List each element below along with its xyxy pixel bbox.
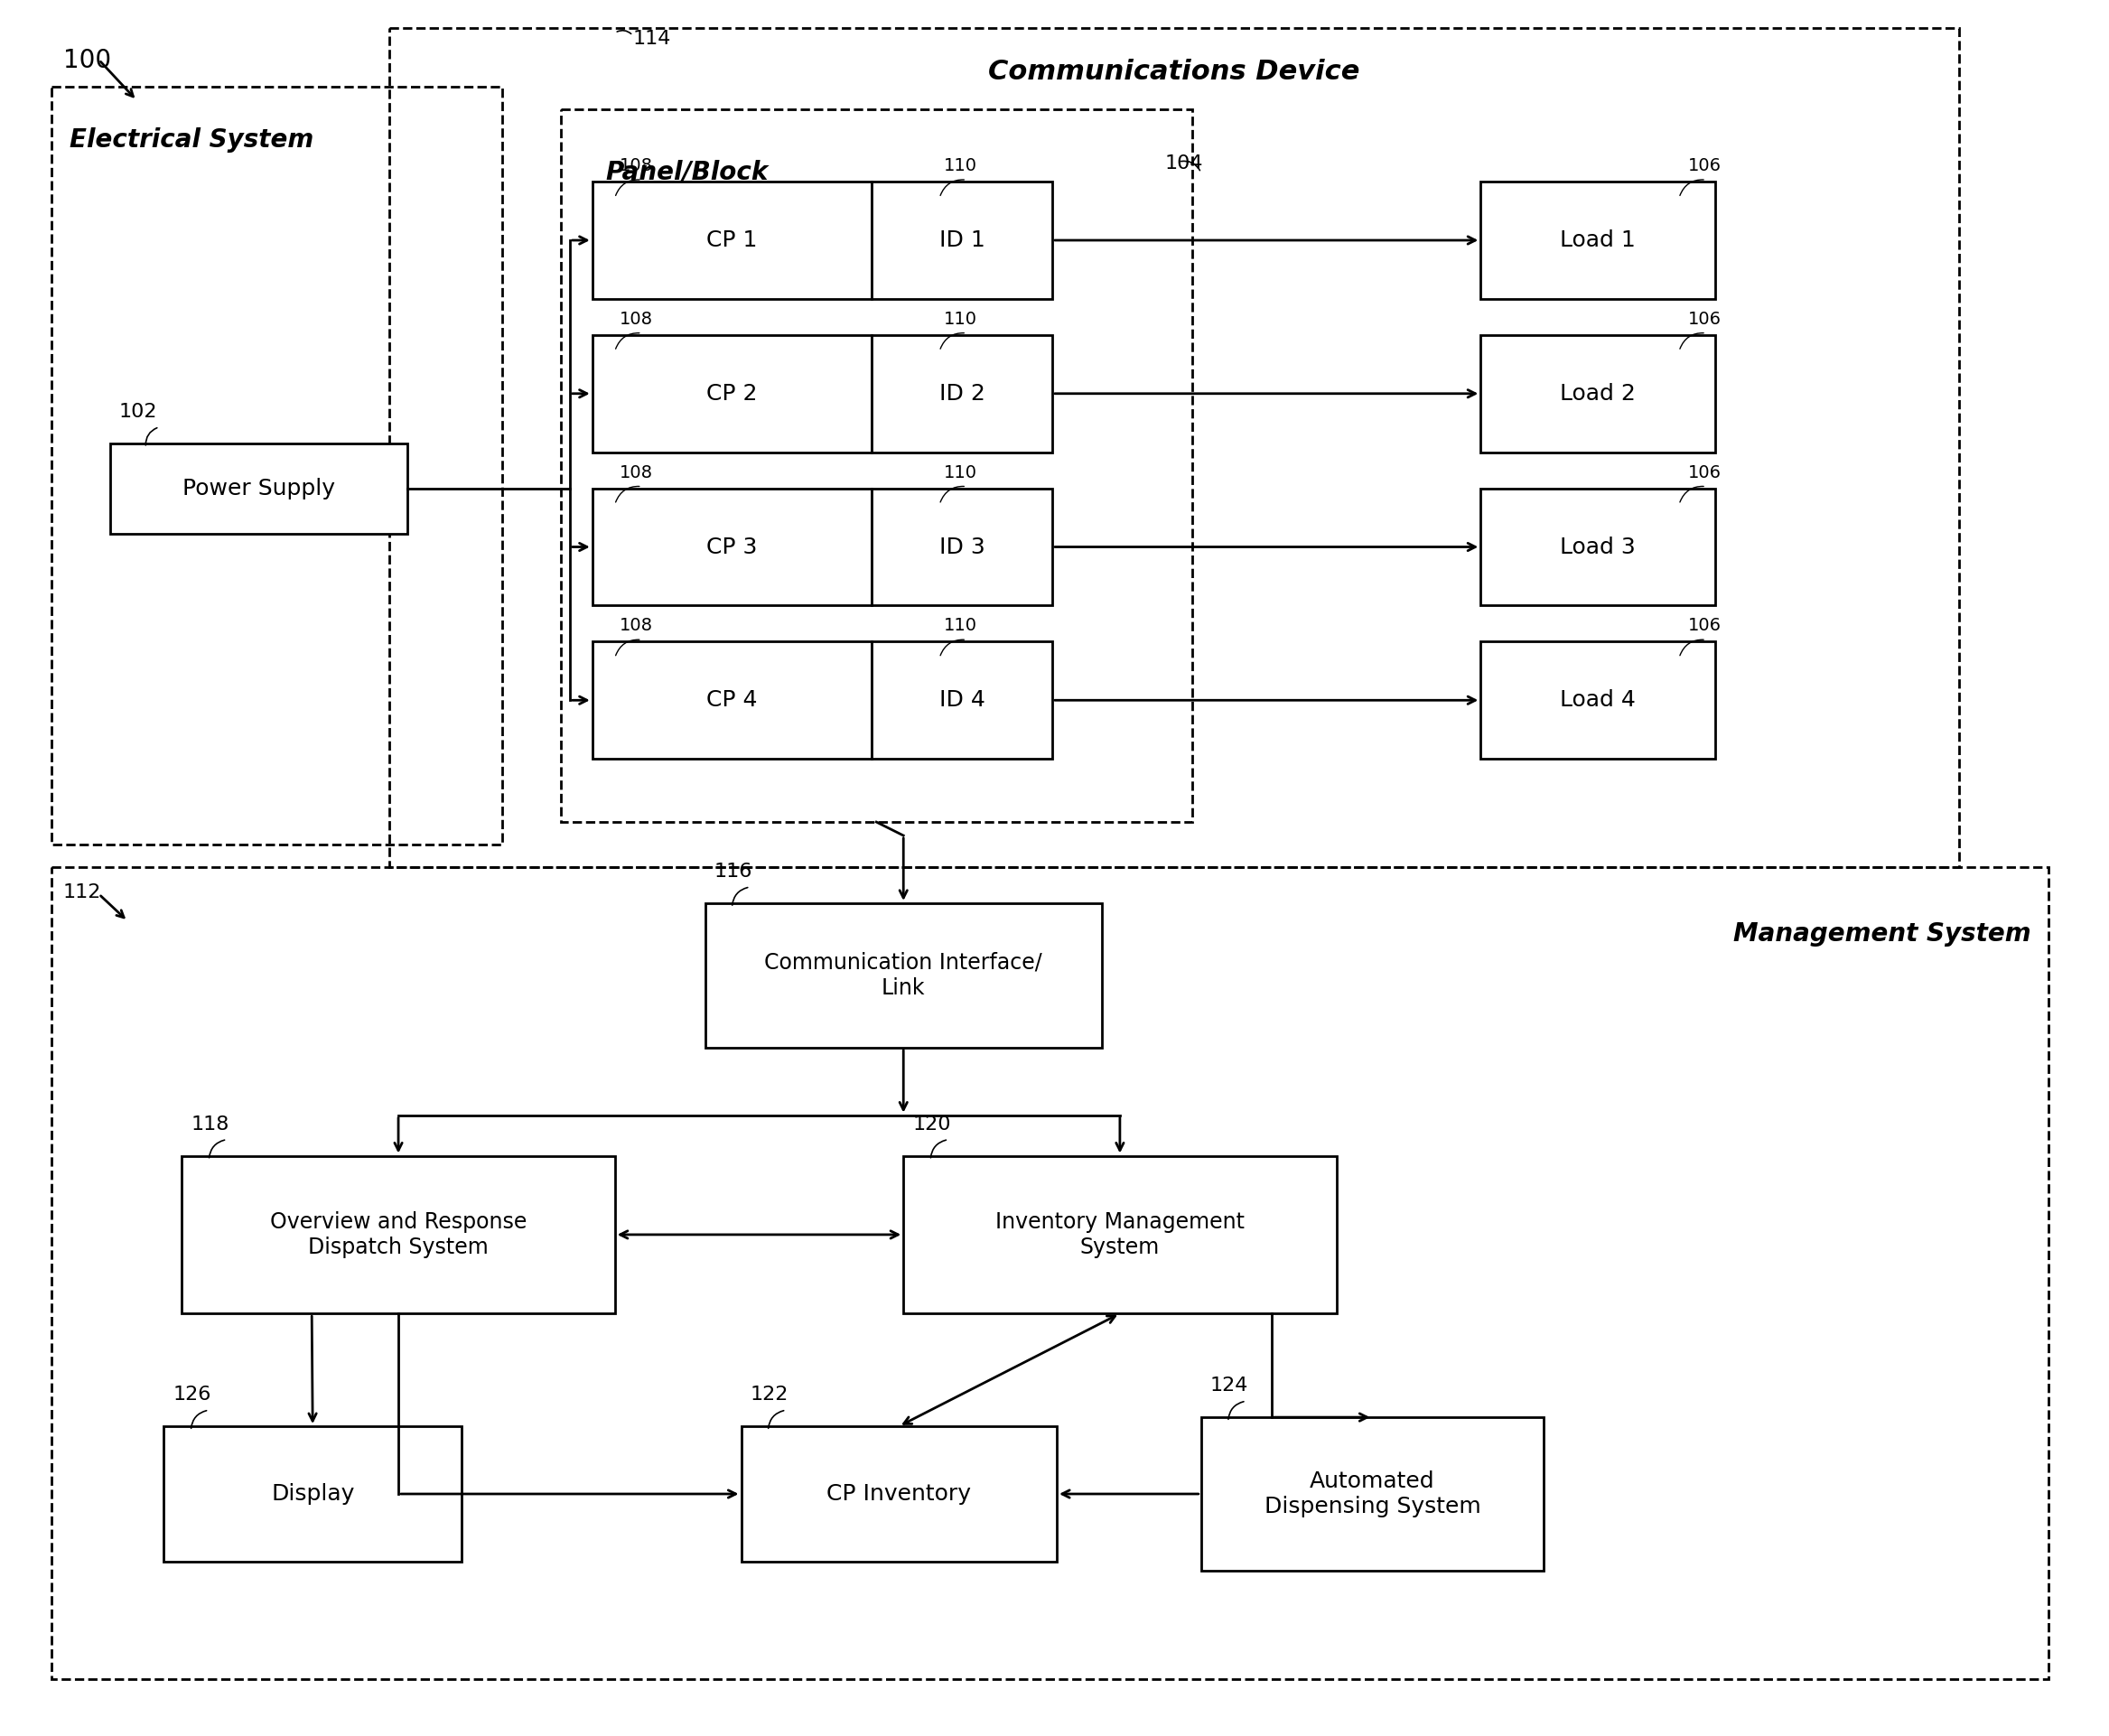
Bar (51, 87, 502, 844)
Text: Communication Interface/
Link: Communication Interface/ Link (763, 951, 1042, 998)
Text: CP 2: CP 2 (707, 382, 757, 404)
Text: CP 3: CP 3 (707, 536, 757, 557)
Bar (1481, 182, 1715, 299)
Text: Inventory Management
System: Inventory Management System (995, 1212, 1244, 1259)
Bar (1481, 642, 1715, 759)
Bar (593, 335, 871, 451)
Bar (903, 1156, 1337, 1314)
Bar (1481, 335, 1715, 451)
Bar (871, 335, 1052, 451)
Text: 118: 118 (192, 1115, 230, 1134)
Text: 110: 110 (945, 158, 976, 174)
Text: 116: 116 (715, 863, 753, 880)
Text: ID 1: ID 1 (939, 229, 985, 252)
Bar (390, 28, 1959, 866)
Bar (593, 642, 871, 759)
Text: 126: 126 (173, 1385, 211, 1404)
Text: Panel/Block: Panel/Block (605, 160, 768, 184)
Bar (740, 1427, 1057, 1562)
Bar (593, 182, 871, 299)
Text: 124: 124 (1211, 1377, 1249, 1394)
Bar (51, 866, 2048, 1679)
Bar (871, 488, 1052, 606)
Text: Power Supply: Power Supply (181, 477, 335, 500)
Text: Display: Display (270, 1483, 354, 1505)
Text: ID 3: ID 3 (939, 536, 985, 557)
Text: 120: 120 (913, 1115, 951, 1134)
Text: Automated
Dispensing System: Automated Dispensing System (1263, 1470, 1481, 1517)
Bar (165, 1427, 462, 1562)
Text: CP Inventory: CP Inventory (827, 1483, 970, 1505)
Text: ID 4: ID 4 (939, 689, 985, 712)
Bar (871, 642, 1052, 759)
Text: Electrical System: Electrical System (70, 127, 314, 153)
Text: CP 1: CP 1 (707, 229, 757, 252)
Text: 110: 110 (945, 464, 976, 481)
Text: Load 3: Load 3 (1561, 536, 1637, 557)
Bar (110, 443, 407, 533)
Text: 112: 112 (63, 884, 101, 901)
Text: 106: 106 (1687, 158, 1721, 174)
Text: 114: 114 (633, 30, 671, 49)
Text: Load 4: Load 4 (1561, 689, 1637, 712)
Bar (871, 182, 1052, 299)
Text: 108: 108 (620, 311, 654, 328)
Text: 110: 110 (945, 618, 976, 634)
Bar (181, 1156, 616, 1314)
Text: 122: 122 (751, 1385, 789, 1404)
Text: 110: 110 (945, 311, 976, 328)
Text: 104: 104 (1164, 155, 1204, 172)
Text: 102: 102 (118, 403, 158, 420)
Bar (1200, 1417, 1544, 1571)
Text: Communications Device: Communications Device (989, 59, 1360, 85)
Text: Overview and Response
Dispatch System: Overview and Response Dispatch System (270, 1212, 527, 1259)
Text: 108: 108 (620, 464, 654, 481)
Text: Management System: Management System (1734, 922, 2031, 946)
Text: 108: 108 (620, 618, 654, 634)
Bar (704, 903, 1101, 1047)
Text: ID 2: ID 2 (939, 382, 985, 404)
Bar (561, 109, 1192, 823)
Text: Load 1: Load 1 (1561, 229, 1637, 252)
Text: CP 4: CP 4 (707, 689, 757, 712)
Text: 100: 100 (63, 49, 112, 73)
Bar (593, 488, 871, 606)
Text: 106: 106 (1687, 311, 1721, 328)
Text: 106: 106 (1687, 464, 1721, 481)
Text: 108: 108 (620, 158, 654, 174)
Bar (1481, 488, 1715, 606)
Text: 106: 106 (1687, 618, 1721, 634)
Text: Load 2: Load 2 (1561, 382, 1637, 404)
